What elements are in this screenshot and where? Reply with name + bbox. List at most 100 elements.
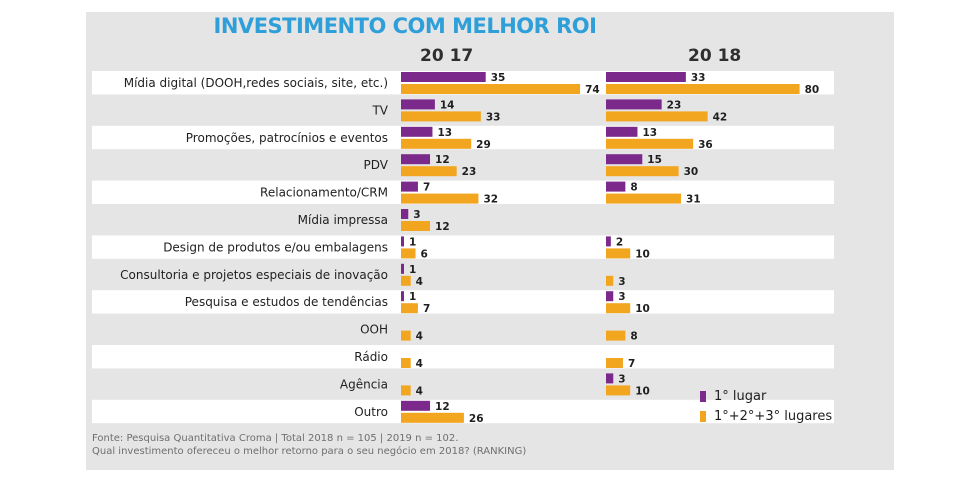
bar-first-place-2018 — [606, 236, 611, 247]
row-stripe — [92, 399, 834, 424]
data-label-top-three-2017: 26 — [469, 413, 484, 425]
category-label: Rádio — [354, 350, 388, 364]
bar-top-three-2017 — [401, 275, 411, 286]
data-label-top-three-2018: 3 — [618, 276, 625, 288]
category-label: Consultoria e projetos especiais de inov… — [120, 268, 388, 282]
category-label: Promoções, patrocínios e eventos — [186, 131, 388, 145]
bar-top-three-2017 — [401, 248, 416, 259]
bar-top-three-2017 — [401, 412, 464, 423]
data-label-first-place-2018: 23 — [667, 99, 682, 111]
data-label-first-place-2018: 8 — [630, 182, 637, 194]
bar-first-place-2017 — [401, 263, 404, 274]
bar-top-three-2017 — [401, 193, 479, 204]
bar-top-three-2018 — [606, 358, 623, 368]
bar-first-place-2017 — [401, 400, 431, 411]
bar-first-place-2018 — [606, 126, 638, 137]
bar-top-three-2018 — [606, 385, 631, 396]
bar-first-place-2018 — [606, 99, 662, 110]
category-label: Agência — [340, 377, 388, 391]
bar-first-place-2017 — [401, 154, 431, 165]
data-label-top-three-2018: 7 — [628, 358, 635, 370]
data-label-first-place-2017: 14 — [440, 99, 455, 111]
bar-first-place-2018 — [606, 181, 626, 192]
bar-first-place-2017 — [401, 291, 404, 302]
bar-top-three-2017 — [401, 138, 472, 149]
panel-year-2017: 20 17 — [420, 46, 474, 66]
bar-first-place-2018 — [606, 373, 614, 384]
bar-top-three-2017 — [401, 221, 431, 231]
bar-top-three-2017 — [401, 166, 457, 177]
row-stripe — [92, 290, 834, 314]
data-label-first-place-2017: 1 — [409, 264, 416, 276]
data-label-top-three-2017: 4 — [416, 385, 423, 397]
data-label-top-three-2018: 8 — [630, 331, 637, 343]
data-label-top-three-2017: 23 — [462, 166, 477, 178]
data-label-top-three-2018: 42 — [713, 111, 728, 123]
bar-top-three-2018 — [606, 166, 679, 177]
bar-top-three-2017 — [401, 385, 411, 396]
legend-item-top-three: 1°+2°+3° lugares — [700, 409, 832, 424]
bar-first-place-2017 — [401, 126, 433, 137]
data-label-first-place-2017: 7 — [423, 182, 430, 194]
data-label-first-place-2017: 1 — [409, 236, 416, 248]
data-label-first-place-2017: 35 — [491, 72, 506, 84]
data-label-top-three-2017: 6 — [421, 248, 428, 260]
bar-top-three-2017 — [401, 303, 418, 314]
bar-top-three-2018 — [606, 330, 626, 341]
data-label-top-three-2017: 32 — [483, 194, 498, 206]
data-label-top-three-2018: 10 — [635, 385, 650, 397]
bar-top-three-2018 — [606, 275, 614, 286]
bar-top-three-2018 — [606, 84, 800, 94]
category-label: OOH — [360, 323, 388, 337]
bar-first-place-2018 — [606, 72, 686, 82]
bar-top-three-2017 — [401, 358, 411, 368]
source-line-2: Qual investimento ofereceu o melhor reto… — [92, 446, 527, 457]
data-label-first-place-2018: 3 — [618, 373, 625, 385]
data-label-top-three-2017: 12 — [435, 221, 450, 233]
data-label-first-place-2018: 13 — [642, 127, 657, 139]
category-label: Mídia impressa — [298, 213, 388, 227]
bar-top-three-2018 — [606, 248, 631, 259]
category-label: Pesquisa e estudos de tendências — [185, 295, 388, 309]
data-label-first-place-2018: 3 — [618, 291, 625, 303]
bar-top-three-2018 — [606, 138, 694, 149]
data-label-top-three-2017: 4 — [416, 358, 423, 370]
source-line-1: Fonte: Pesquisa Quantitativa Croma | Tot… — [92, 433, 459, 444]
data-label-top-three-2017: 4 — [416, 276, 423, 288]
bar-top-three-2017 — [401, 330, 411, 341]
data-label-first-place-2018: 15 — [647, 154, 662, 166]
legend-item-first-place: 1° lugar — [700, 389, 766, 404]
bar-top-three-2018 — [606, 193, 682, 204]
bar-first-place-2018 — [606, 291, 614, 302]
data-label-top-three-2017: 29 — [476, 139, 491, 151]
category-label: Outro — [354, 405, 388, 419]
legend-swatch-first-place — [700, 391, 706, 402]
category-label: Relacionamento/CRM — [260, 186, 388, 200]
bar-top-three-2018 — [606, 111, 708, 122]
legend-swatch-top-three — [700, 411, 706, 422]
data-label-first-place-2018: 2 — [616, 236, 623, 248]
category-label: Mídia digital (DOOH,redes sociais, site,… — [124, 76, 388, 90]
bar-first-place-2017 — [401, 181, 418, 192]
data-label-first-place-2017: 13 — [437, 127, 452, 139]
data-label-first-place-2017: 12 — [435, 401, 450, 413]
data-label-top-three-2018: 31 — [686, 194, 701, 206]
data-label-first-place-2017: 3 — [413, 209, 420, 221]
row-stripe — [92, 235, 834, 259]
source-note: Fonte: Pesquisa Quantitativa Croma | Tot… — [92, 432, 526, 458]
legend-label-first-place: 1° lugar — [714, 389, 767, 404]
bar-top-three-2018 — [606, 303, 631, 314]
data-label-top-three-2017: 4 — [416, 331, 423, 343]
chart-title: INVESTIMENTO COM MELHOR ROI — [213, 14, 597, 38]
category-label: PDV — [364, 158, 389, 172]
data-label-top-three-2018: 36 — [698, 139, 713, 151]
bar-top-three-2017 — [401, 84, 581, 94]
data-label-top-three-2017: 74 — [585, 84, 600, 96]
row-stripe — [92, 345, 834, 369]
data-label-first-place-2018: 33 — [691, 72, 706, 84]
panel-year-2018: 20 18 — [688, 46, 742, 66]
bar-first-place-2017 — [401, 72, 486, 82]
data-label-top-three-2018: 80 — [805, 84, 820, 96]
bar-first-place-2017 — [401, 99, 435, 110]
